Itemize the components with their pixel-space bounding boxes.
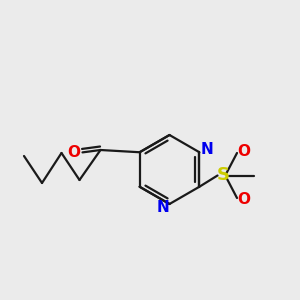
Text: S: S — [217, 167, 230, 184]
Text: O: O — [67, 145, 80, 160]
Text: O: O — [237, 144, 250, 159]
Text: N: N — [200, 142, 213, 157]
Text: N: N — [157, 200, 170, 214]
Text: O: O — [237, 192, 250, 207]
